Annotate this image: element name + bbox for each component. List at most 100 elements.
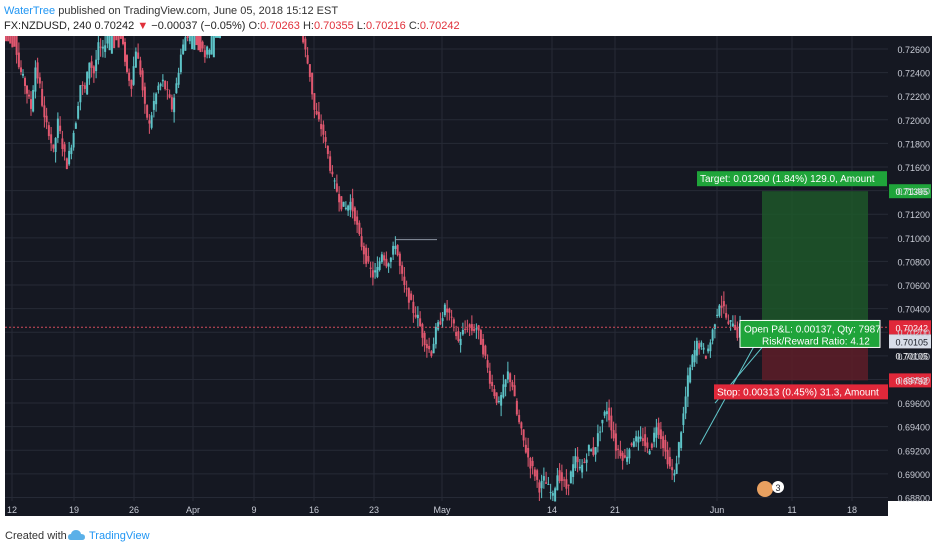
open-value: 0.70263 xyxy=(260,20,300,32)
candle-body xyxy=(572,464,575,477)
candle-body xyxy=(61,138,64,150)
candle-body xyxy=(655,427,658,438)
candle-body xyxy=(644,434,647,446)
candle-body xyxy=(533,469,536,477)
candle-body xyxy=(217,36,219,38)
candle-body xyxy=(302,36,305,43)
candle-body xyxy=(191,36,194,50)
candle-body xyxy=(473,328,476,332)
entry-price-badge-box xyxy=(889,334,931,349)
price-tick-label: 0.69200 xyxy=(897,446,930,456)
candle-body xyxy=(45,115,48,123)
candle-body xyxy=(365,247,368,264)
candle-body xyxy=(342,201,345,207)
price-tick-label: 0.69000 xyxy=(897,470,930,480)
candle-body xyxy=(614,433,617,451)
candle-body xyxy=(20,67,22,73)
price-tick-label: 0.70600 xyxy=(897,281,930,291)
price-chart[interactable]: Target: 0.01290 (1.84%) 129.0, Amount Ope… xyxy=(0,36,932,516)
low-value: 0.70216 xyxy=(365,20,406,32)
candle-body xyxy=(83,85,86,89)
candle-body xyxy=(126,55,128,72)
candle-body xyxy=(104,45,107,52)
candle-body xyxy=(17,52,20,68)
candle-body xyxy=(529,457,532,469)
candle-body xyxy=(188,36,191,42)
candle-body xyxy=(482,338,485,355)
candle-body xyxy=(711,329,714,341)
candle-body xyxy=(143,86,146,104)
candle-body xyxy=(115,36,118,41)
candle-body xyxy=(698,343,701,349)
candle-body xyxy=(666,449,669,465)
current-price-badge-box xyxy=(889,320,931,335)
author-link[interactable]: WaterTree xyxy=(4,5,56,17)
candle-body xyxy=(376,266,379,277)
time-tick-label: 11 xyxy=(787,505,796,515)
candle-body xyxy=(464,328,467,330)
candle-body xyxy=(403,276,406,286)
candle-body xyxy=(592,447,595,456)
candle-body xyxy=(148,120,151,124)
candle-body xyxy=(157,85,160,91)
candle-body xyxy=(313,93,316,110)
candle-body xyxy=(130,80,133,89)
candle-body xyxy=(720,305,723,308)
candle-body xyxy=(437,322,440,330)
candle-body xyxy=(308,64,311,77)
candle-body xyxy=(311,72,314,95)
candle-body xyxy=(26,85,28,94)
candle-body xyxy=(219,36,221,39)
entry-price-badge-2-box xyxy=(889,348,931,363)
candle-body xyxy=(349,201,352,210)
candle-body xyxy=(578,466,581,469)
candle-body xyxy=(425,344,428,349)
price-scale: 0.72600 0.72400 0.72200 0.72000 0.71800 0.716… xyxy=(897,45,930,503)
candle-body xyxy=(193,36,196,50)
price-tick-label: 0.72600 xyxy=(897,45,930,55)
event-badge-bubble xyxy=(772,481,784,493)
tradingview-brand[interactable]: TradingView xyxy=(89,530,150,542)
price-tick-label: 0.72400 xyxy=(897,69,930,79)
candle-body xyxy=(722,301,725,307)
candle-body xyxy=(713,324,716,330)
candle-body xyxy=(500,395,503,406)
candle-body xyxy=(79,85,82,103)
price-tick-label: 0.71200 xyxy=(897,210,930,220)
candle-body xyxy=(11,36,14,48)
candle-body xyxy=(626,456,629,462)
stop-label-text: Stop: 0.00313 (0.45%) 31.3, Amount xyxy=(717,387,879,398)
candle-body xyxy=(585,459,588,463)
price-tick-label: 0.69600 xyxy=(897,399,930,409)
created-with-text: Created with xyxy=(5,530,67,542)
candle-body xyxy=(81,84,84,86)
candle-body xyxy=(134,51,137,68)
candle-body xyxy=(398,253,401,266)
candle-body xyxy=(662,436,665,449)
candle-body xyxy=(374,270,377,273)
chart-footer: Created with TradingView xyxy=(0,516,932,550)
stop-label-box xyxy=(714,384,888,400)
candle-body xyxy=(689,367,692,383)
grid-lines xyxy=(5,36,888,501)
candle-body xyxy=(184,37,187,51)
candle-body xyxy=(421,324,424,338)
candle-body xyxy=(371,270,374,278)
candle-body xyxy=(734,324,737,331)
candle-body xyxy=(727,321,730,324)
time-tick-label: 9 xyxy=(251,505,256,515)
price-tick-label: 0.70000 xyxy=(897,352,930,362)
plot-area xyxy=(5,36,888,501)
time-tick-label: May xyxy=(433,505,451,515)
candle-body xyxy=(179,54,182,73)
candle-body xyxy=(72,132,75,148)
candle-body xyxy=(684,396,687,414)
candle-body xyxy=(396,244,399,256)
candle-body xyxy=(486,360,489,368)
candle-body xyxy=(632,441,635,447)
candle-body xyxy=(117,36,120,48)
candle-body xyxy=(13,36,16,47)
candle-body xyxy=(650,443,653,448)
candle-body xyxy=(32,89,35,112)
candle-body xyxy=(28,94,30,97)
